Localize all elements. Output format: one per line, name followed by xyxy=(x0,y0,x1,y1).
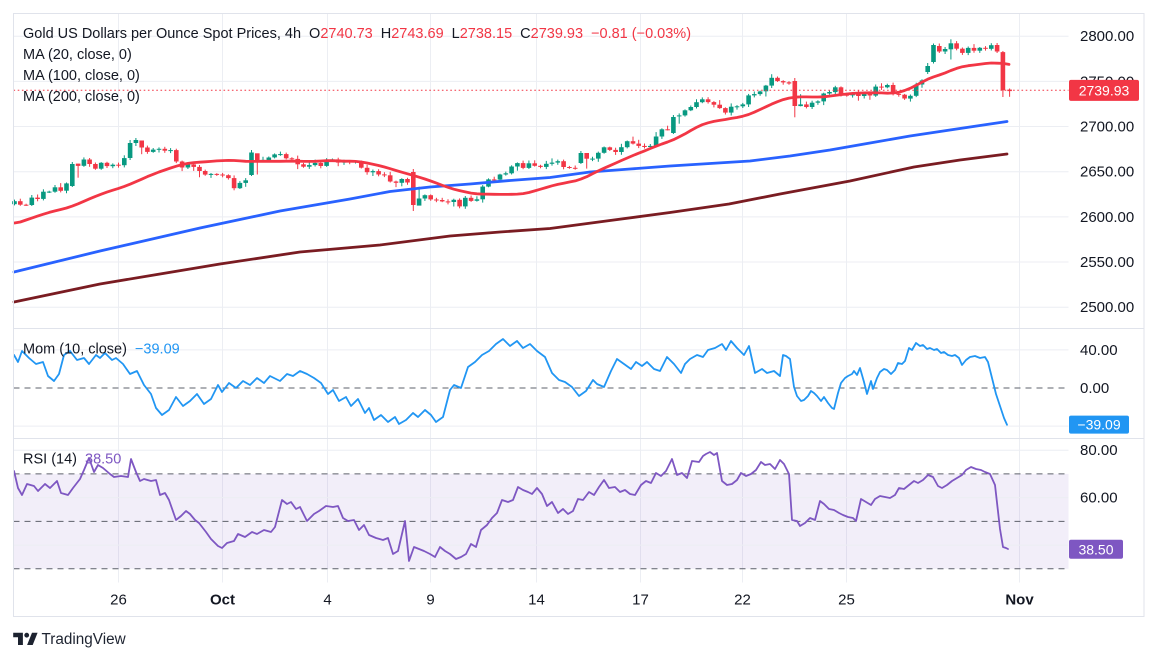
svg-text:RSI (14)38.50: RSI (14) 38.50 xyxy=(23,452,121,468)
svg-text:40.00: 40.00 xyxy=(1080,342,1118,359)
svg-text:MA (200, close, 0): MA (200, close, 0) xyxy=(23,89,140,105)
svg-text:−39.09: −39.09 xyxy=(1077,417,1120,433)
svg-text:4: 4 xyxy=(323,592,331,609)
svg-text:38.50: 38.50 xyxy=(1078,541,1113,557)
svg-text:2550.00: 2550.00 xyxy=(1080,254,1134,271)
svg-text:2650.00: 2650.00 xyxy=(1080,164,1134,181)
svg-text:17: 17 xyxy=(632,592,649,609)
svg-text:2800.00: 2800.00 xyxy=(1080,28,1134,45)
svg-text:26: 26 xyxy=(110,592,127,609)
svg-text:MA (100, close, 0): MA (100, close, 0) xyxy=(23,68,140,84)
svg-text:Nov: Nov xyxy=(1005,592,1034,609)
svg-text:Gold US Dollars per Ounce Spot: Gold US Dollars per Ounce Spot Prices, 4… xyxy=(23,26,691,42)
svg-text:25: 25 xyxy=(838,592,855,609)
svg-text:2700.00: 2700.00 xyxy=(1080,119,1134,136)
svg-text:Oct: Oct xyxy=(210,592,235,609)
svg-text:22: 22 xyxy=(734,592,751,609)
svg-text:80.00: 80.00 xyxy=(1080,442,1118,459)
svg-text:2500.00: 2500.00 xyxy=(1080,299,1134,316)
svg-text:2739.93: 2739.93 xyxy=(1079,82,1130,98)
svg-text:9: 9 xyxy=(426,592,434,609)
svg-text:MA (20, close, 0): MA (20, close, 0) xyxy=(23,47,132,63)
svg-text:60.00: 60.00 xyxy=(1080,490,1118,507)
svg-text:0.00: 0.00 xyxy=(1080,380,1109,397)
svg-text:Mom (10, close)−39.09: Mom (10, close) −39.09 xyxy=(23,342,180,358)
svg-text:2600.00: 2600.00 xyxy=(1080,209,1134,226)
svg-text:TradingView: TradingView xyxy=(42,631,127,648)
svg-text:14: 14 xyxy=(528,592,545,609)
